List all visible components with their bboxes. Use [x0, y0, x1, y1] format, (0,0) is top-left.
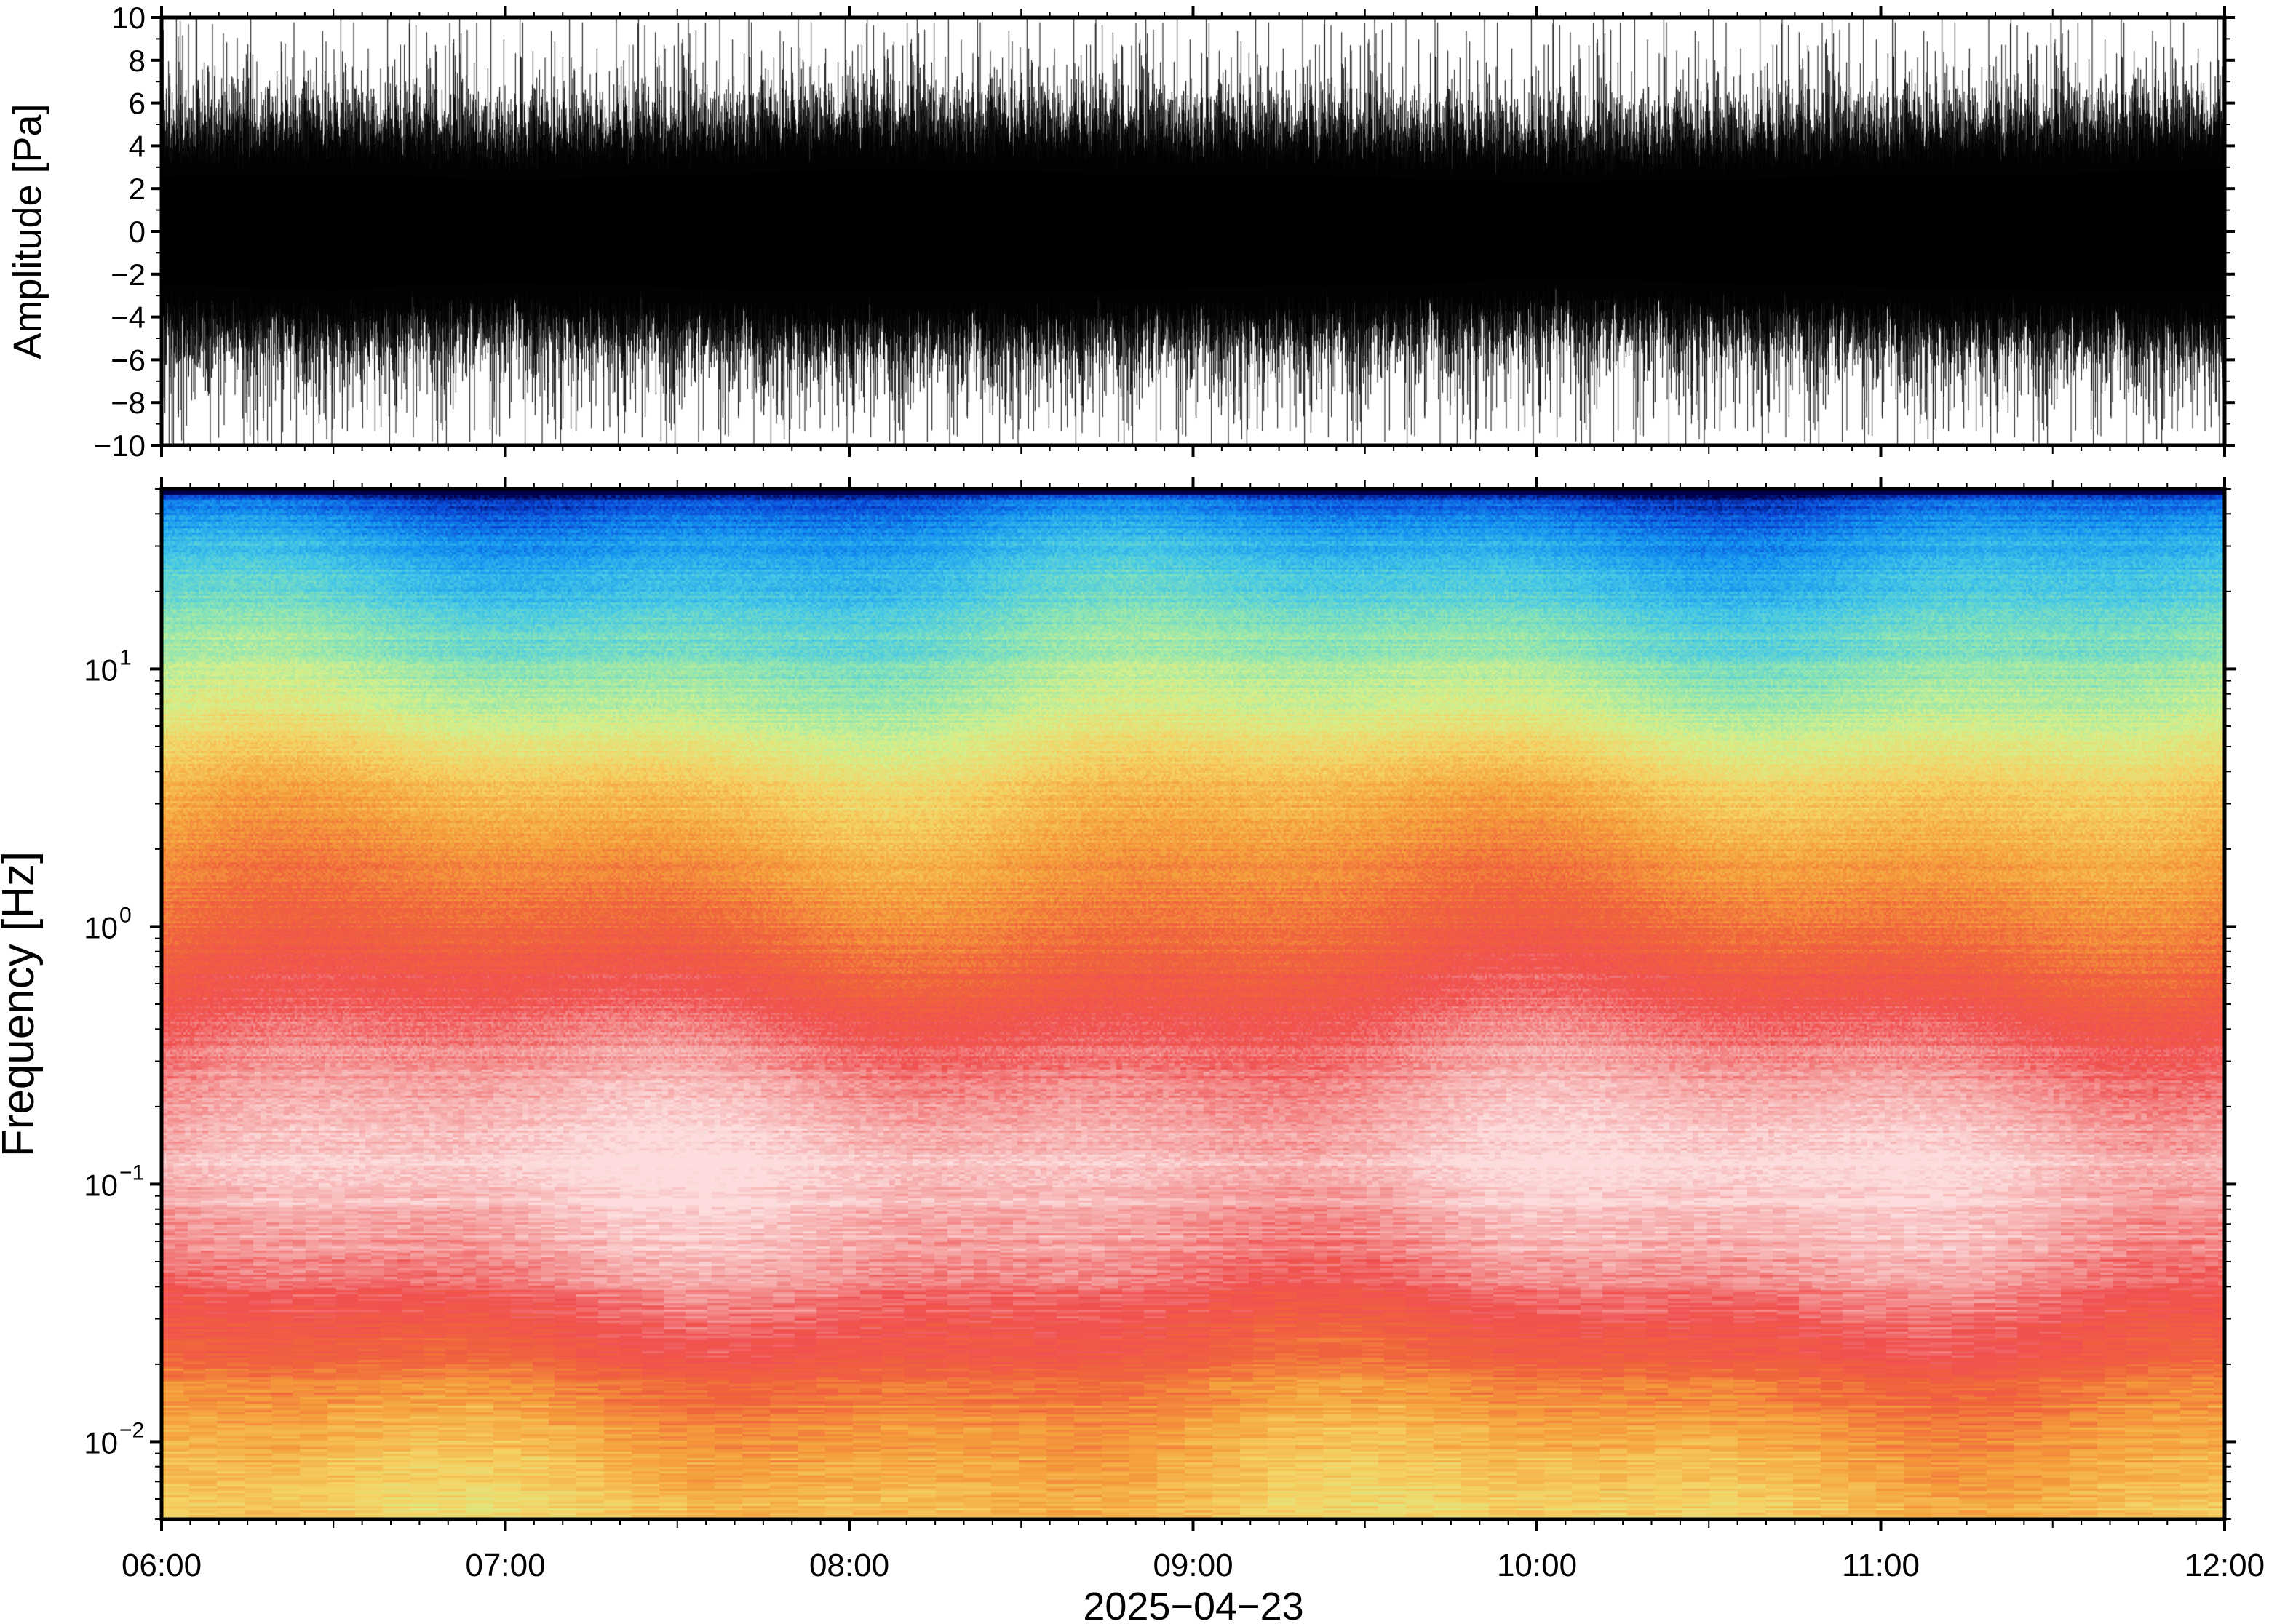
x-tick-label: 12:00 [2185, 1548, 2265, 1583]
waveform-y-ticks: 10 8 6 4 2 0 −2 −4 −6 −8 −10 [94, 1, 2235, 463]
waveform-frame [159, 15, 2227, 447]
freq-tick-exponent: 1 [119, 645, 132, 669]
waveform-y-tick-label: −2 [111, 258, 146, 292]
freq-tick-label: 10 [84, 1168, 118, 1202]
waveform-y-tick-label: 10 [111, 1, 146, 35]
x-tick-label: 08:00 [809, 1548, 889, 1583]
waveform-y-tick-label: −10 [94, 429, 146, 463]
freq-tick-label: 10 [84, 910, 118, 944]
spectrogram-frame [159, 487, 2227, 1521]
waveform-y-tick-label: 2 [129, 172, 146, 206]
spectrogram-x-ticks: 06:00 07:00 08:00 09:00 10:00 11:00 12:00 [122, 477, 2265, 1583]
waveform-y-tick-label: 4 [129, 129, 146, 163]
x-tick-label: 09:00 [1153, 1548, 1233, 1583]
waveform-y-tick-label: 8 [129, 44, 146, 78]
spectrogram-y-axis-label: Frequency [Hz] [0, 851, 44, 1157]
x-tick-label: 07:00 [465, 1548, 545, 1583]
waveform-trace [162, 17, 2225, 445]
x-axis-date-label: 2025−04−23 [1083, 1585, 1303, 1624]
waveform-y-tick-label: −6 [111, 343, 146, 377]
waveform-y-axis-label: Amplitude [Pa] [6, 103, 49, 359]
spectrogram-heatmap [162, 489, 2225, 1519]
freq-tick-label: 10 [84, 653, 118, 687]
x-tick-label: 10:00 [1497, 1548, 1577, 1583]
freq-tick-exponent: −1 [119, 1161, 144, 1185]
waveform-y-tick-label: 0 [129, 215, 146, 249]
x-tick-label: 06:00 [122, 1548, 202, 1583]
freq-tick-label: 10 [84, 1425, 118, 1460]
x-tick-label: 11:00 [1842, 1548, 1920, 1583]
waveform-y-tick-label: 6 [129, 87, 146, 121]
waveform-y-tick-label: −4 [111, 300, 146, 335]
waveform-y-tick-label: −8 [111, 386, 146, 420]
waveform-x-ticks [160, 6, 2226, 457]
freq-tick-exponent: 0 [119, 903, 132, 927]
freq-tick-exponent: −2 [119, 1418, 144, 1442]
